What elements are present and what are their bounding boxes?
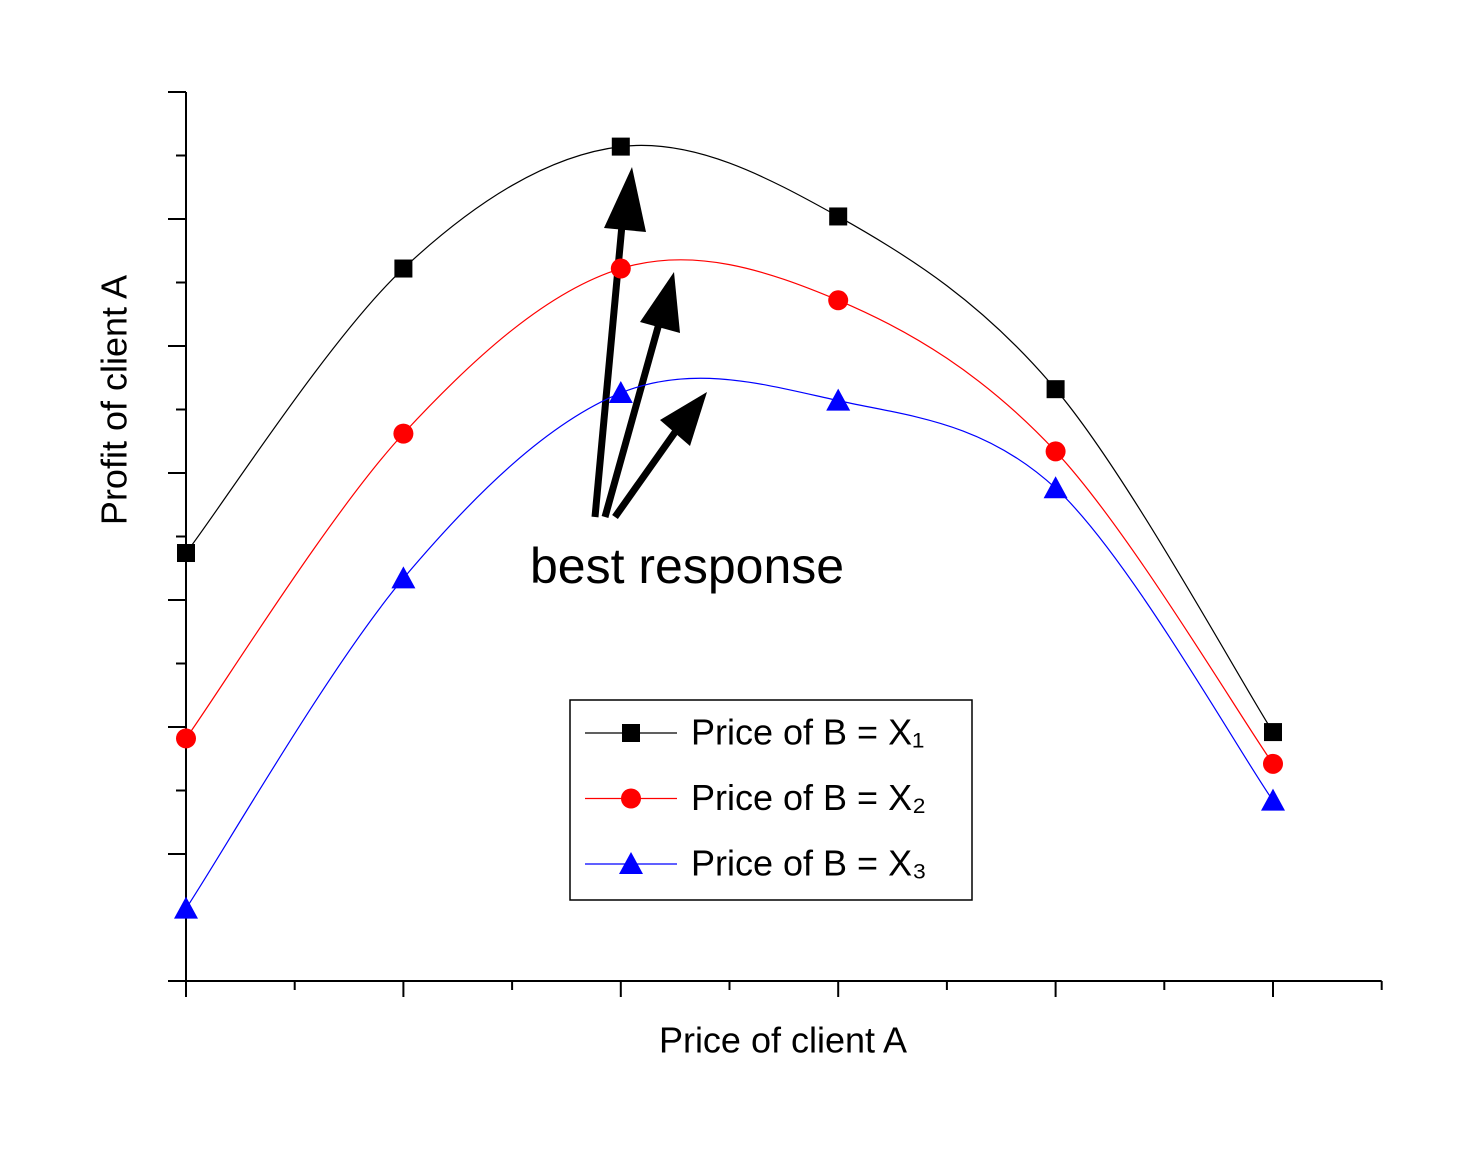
marker	[622, 724, 640, 742]
legend-label: Price of B = X₁	[691, 712, 924, 753]
marker	[177, 544, 195, 563]
marker	[608, 380, 633, 403]
marker	[621, 788, 641, 809]
marker	[826, 388, 851, 411]
series-line	[185, 259, 1274, 765]
series-line	[185, 377, 1274, 909]
legend-label: Price of B = X₃	[691, 843, 927, 884]
legend: Price of B = X₁ Price of B = X₂ Price of B…	[569, 699, 973, 901]
marker	[1263, 753, 1283, 774]
marker	[394, 259, 413, 278]
marker	[391, 566, 416, 589]
marker	[174, 896, 198, 919]
marker	[1264, 723, 1282, 742]
x-axis-label: Price of client A	[659, 1020, 907, 1061]
annotation-arrows	[591, 167, 707, 520]
marker	[611, 137, 630, 156]
marker	[176, 728, 196, 749]
marker	[610, 258, 631, 279]
marker	[829, 207, 848, 226]
marker	[1046, 380, 1065, 399]
marker	[828, 290, 849, 311]
marker	[1261, 788, 1285, 811]
y-axis-label: Profit of client A	[94, 275, 135, 525]
legend-label: Price of B = X₂	[691, 777, 926, 818]
marker	[619, 852, 643, 874]
marker	[393, 423, 414, 444]
series-line	[185, 144, 1274, 733]
marker	[1043, 476, 1068, 499]
marker	[1045, 441, 1066, 462]
annotation: best response	[530, 538, 844, 594]
